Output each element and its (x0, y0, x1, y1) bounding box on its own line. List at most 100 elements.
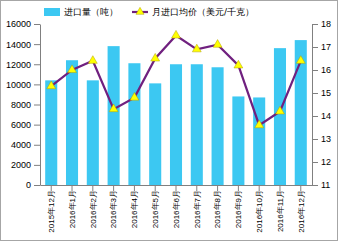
tick: 6000 (11, 120, 40, 130)
tick: 2016年3月 (109, 185, 118, 228)
axis-line (312, 25, 313, 186)
tick-label: 11 (321, 180, 330, 190)
tick-label: 14 (321, 111, 331, 121)
marker (130, 92, 139, 100)
tick: 2016年2月 (89, 185, 98, 228)
bar (66, 60, 78, 185)
tick-mark (312, 185, 318, 186)
tick-label: 2016年9月 (234, 190, 243, 228)
tick-mark (34, 64, 40, 65)
tick-label: 2016年4月 (130, 190, 139, 228)
tick-mark (312, 70, 318, 71)
tick-label: 2015年12月 (47, 190, 56, 233)
tick: 2016年9月 (234, 185, 243, 228)
tick: 2016年12月 (297, 185, 306, 233)
bar (128, 63, 140, 185)
chart-frame (1, 1, 338, 241)
marker (255, 120, 264, 128)
tick: 11 (312, 180, 330, 190)
tick-label: 2016年3月 (109, 190, 118, 228)
bar (191, 64, 203, 185)
tick-label: 14000 (6, 40, 31, 50)
tick-label: 12 (321, 157, 331, 167)
tick: 14 (312, 111, 331, 121)
plot-area (45, 30, 307, 185)
tick: 2016年4月 (130, 185, 139, 228)
legend-swatch (44, 8, 60, 16)
tick-label: 2016年2月 (89, 190, 98, 228)
tick: 2016年10月 (255, 185, 264, 233)
y2-axis: 11 12 13 14 15 16 17 18 (312, 19, 331, 190)
bar (149, 83, 161, 185)
tick-label: 16 (321, 65, 331, 75)
tick: 12 (312, 157, 331, 167)
tick: 0 (26, 180, 40, 190)
tick: 2000 (11, 160, 40, 170)
marker (109, 104, 118, 112)
x-axis: 2015年12月 2016年1月 2016年2月 2016年3月 2016年4月 2016… (41, 185, 313, 233)
tick-mark (312, 47, 318, 48)
bar (212, 67, 224, 185)
tick-label: 13 (321, 134, 331, 144)
tick: 2016年1月 (68, 185, 77, 228)
tick: 8000 (11, 100, 40, 110)
tick: 16000 (6, 19, 40, 29)
bar (170, 64, 182, 185)
tick-label: 8000 (11, 100, 31, 110)
tick-label: 15 (321, 88, 331, 98)
tick: 12000 (6, 60, 40, 70)
tick-mark (312, 139, 318, 140)
tick-mark (34, 185, 40, 186)
legend-label: 进口量（吨） (64, 7, 118, 17)
tick-label: 2016年5月 (151, 190, 160, 228)
tick-mark (34, 145, 40, 146)
marker-series (47, 30, 305, 127)
tick-label: 12000 (6, 60, 31, 70)
tick: 2016年8月 (213, 185, 222, 228)
tick-mark (34, 24, 40, 25)
tick-mark (34, 125, 40, 126)
y-axis: 0 2000 4000 6000 8000 10000 12000 14000 16000 (6, 19, 41, 190)
tick: 4000 (11, 140, 40, 150)
tick: 16 (312, 65, 331, 75)
tick-label: 2016年8月 (213, 190, 222, 228)
tick: 2016年7月 (193, 185, 202, 228)
tick-label: 0 (26, 180, 31, 190)
tick: 2016年6月 (172, 185, 181, 228)
tick: 10000 (6, 80, 40, 90)
tick-label: 2016年10月 (255, 190, 264, 233)
marker (47, 81, 56, 89)
tick-label: 18 (321, 19, 331, 29)
marker (234, 60, 243, 68)
marker (88, 56, 97, 64)
tick-label: 2016年6月 (172, 190, 181, 228)
legend-marker (136, 7, 144, 14)
tick-mark (34, 165, 40, 166)
tick-label: 10000 (6, 80, 31, 90)
chart: 0200040006000800010000120001400016000111… (0, 0, 338, 241)
axis-line (40, 25, 41, 186)
tick: 18 (312, 19, 331, 29)
tick-label: 2000 (11, 160, 31, 170)
marker (68, 65, 77, 73)
tick-mark (312, 162, 318, 163)
tick-mark (312, 24, 318, 25)
tick-mark (312, 116, 318, 117)
tick-label: 2016年7月 (193, 190, 202, 228)
tick: 14000 (6, 40, 40, 50)
bar (295, 40, 307, 185)
tick: 15 (312, 88, 331, 98)
tick: 2016年11月 (276, 185, 285, 232)
tick: 2016年5月 (151, 185, 160, 228)
bar (108, 46, 120, 185)
tick-label: 17 (321, 42, 331, 52)
marker (276, 106, 285, 114)
marker (213, 40, 222, 48)
marker (296, 56, 305, 64)
tick: 17 (312, 42, 331, 52)
bar-series (45, 40, 307, 185)
legend-label: 月进口均价（美元/千克） (152, 7, 254, 17)
tick-mark (34, 84, 40, 85)
tick-mark (312, 93, 318, 94)
bar (274, 48, 286, 185)
